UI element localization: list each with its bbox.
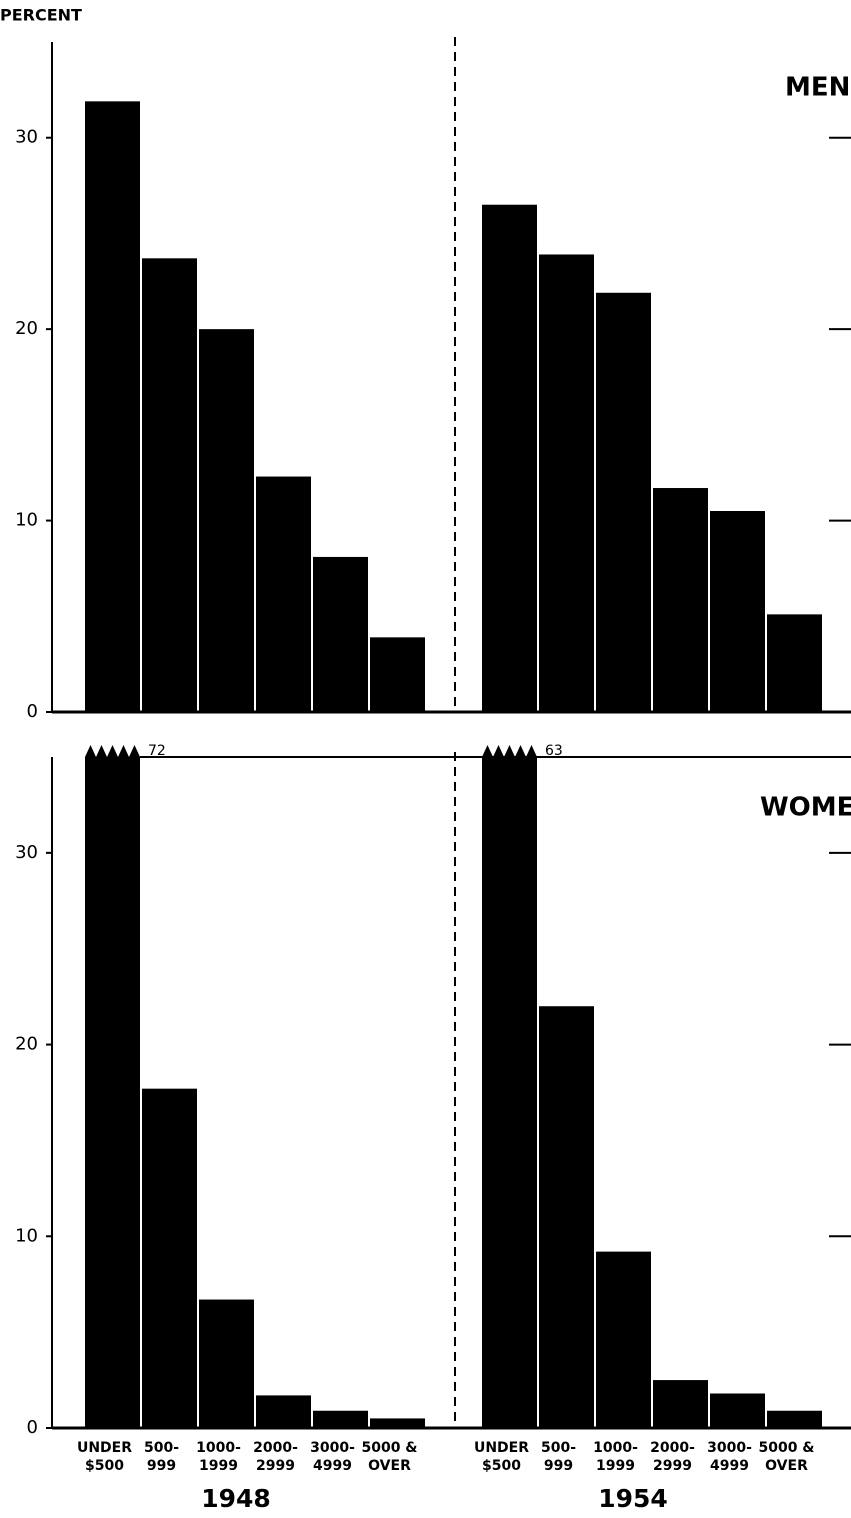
bar-truncated [482, 745, 537, 1428]
bar [767, 614, 822, 712]
y-tick-label: 20 [15, 318, 38, 339]
bar [313, 1410, 368, 1428]
bar [142, 258, 197, 712]
bar [653, 1380, 708, 1428]
x-tick-label: 500- 999 [540, 1440, 577, 1474]
x-tick-label: 500- 999 [143, 1440, 180, 1474]
x-tick-label: 2000- 2999 [253, 1440, 298, 1474]
bar [596, 1251, 651, 1428]
x-tick-label: UNDER $500 [473, 1440, 530, 1474]
bar [710, 1393, 765, 1428]
y-tick-label: 10 [15, 1225, 38, 1246]
value-label: 72 [148, 743, 166, 759]
x-tick-label: UNDER $500 [76, 1440, 133, 1474]
bar [370, 1418, 425, 1428]
bar [710, 511, 765, 712]
bar [370, 637, 425, 712]
series-label: 1954 [598, 1484, 668, 1513]
bar [256, 476, 311, 712]
x-tick-label: 1000- 1999 [196, 1440, 241, 1474]
x-tick-label: 5000 & OVER [361, 1440, 418, 1474]
bar [539, 254, 594, 712]
y-tick-label: 0 [27, 1417, 38, 1438]
y-tick-label: 30 [15, 127, 38, 148]
y-tick-label: 30 [15, 842, 38, 863]
y-axis-label: PERCENT [0, 6, 82, 25]
bar [539, 1006, 594, 1428]
value-label: 63 [545, 743, 563, 759]
bar [767, 1410, 822, 1428]
x-tick-label: 2000- 2999 [650, 1440, 695, 1474]
panel-title: MEN [785, 73, 850, 103]
bar [85, 101, 140, 713]
y-tick-label: 0 [27, 701, 38, 722]
bar [596, 292, 651, 712]
x-tick-label: 5000 & OVER [758, 1440, 815, 1474]
series-label: 1948 [201, 1484, 271, 1513]
bar [256, 1395, 311, 1428]
y-tick-label: 10 [15, 510, 38, 531]
x-tick-label: 1000- 1999 [593, 1440, 638, 1474]
y-tick-label: 20 [15, 1034, 38, 1055]
bar [653, 488, 708, 712]
x-tick-label: 3000- 4999 [707, 1440, 752, 1474]
x-tick-label: 3000- 4999 [310, 1440, 355, 1474]
panel-title: WOMEN [760, 793, 851, 823]
bar [313, 556, 368, 712]
bar [199, 1299, 254, 1428]
bar [199, 329, 254, 712]
bar [482, 204, 537, 712]
bar [142, 1088, 197, 1428]
bar-truncated [85, 745, 140, 1428]
